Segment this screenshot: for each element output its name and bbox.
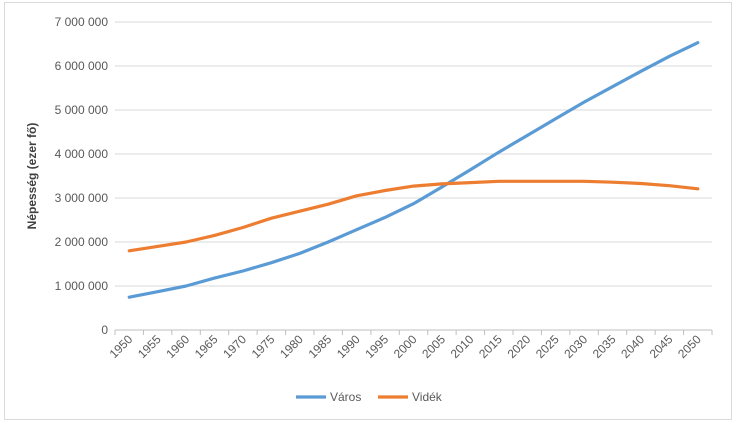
y-tick-label: 2 000 000 — [55, 235, 109, 249]
y-tick-label: 6 000 000 — [55, 59, 109, 73]
y-tick-label: 0 — [101, 323, 108, 337]
series-lines — [127, 41, 700, 299]
legend-label: Város — [330, 390, 361, 404]
x-tick-label: 1960 — [163, 332, 192, 361]
y-axis-ticks: 0 1 000 000 2 000 000 3 000 000 4 000 000 5 0… — [55, 15, 109, 337]
y-tick-label: 5 000 000 — [55, 103, 109, 117]
x-tick-label: 1980 — [277, 332, 306, 361]
series-line-varos — [127, 41, 700, 299]
legend-item: Város — [296, 390, 361, 404]
legend-item: Vidék — [378, 390, 443, 404]
legend-label: Vidék — [412, 390, 443, 404]
x-tick-label: 2020 — [505, 332, 534, 361]
x-tick-label: 2045 — [647, 332, 676, 361]
gridlines — [115, 21, 712, 331]
x-tick-label: 2035 — [590, 332, 619, 361]
x-tick-label: 1975 — [249, 332, 278, 361]
y-tick-label: 7 000 000 — [55, 15, 109, 29]
x-tick-label: 2025 — [533, 332, 562, 361]
x-tick-label: 1985 — [306, 332, 335, 361]
x-tick-label: 1950 — [107, 332, 136, 361]
x-tick-label: 1955 — [135, 332, 164, 361]
x-tick-label: 1965 — [192, 332, 221, 361]
y-tick-label: 4 000 000 — [55, 147, 109, 161]
x-axis-ticks: 1950 1955 1960 1965 1970 1975 1980 1985 1990 1995… — [107, 330, 713, 361]
x-tick-label: 2015 — [476, 332, 505, 361]
x-tick-label: 2030 — [561, 332, 590, 361]
legend: Város Vidék — [296, 390, 443, 404]
y-axis-title: Népesség (ezer fő) — [25, 123, 39, 230]
y-tick-label: 1 000 000 — [55, 279, 109, 293]
x-tick-label: 1970 — [220, 332, 249, 361]
x-tick-label: 2050 — [675, 332, 704, 361]
y-tick-label: 3 000 000 — [55, 191, 109, 205]
x-tick-label: 2000 — [391, 332, 420, 361]
x-tick-label: 1990 — [334, 332, 363, 361]
series-line-videk — [127, 179, 700, 253]
x-tick-label: 2010 — [448, 332, 477, 361]
x-tick-label: 2005 — [419, 332, 448, 361]
chart-frame — [4, 2, 732, 420]
x-tick-label: 1995 — [362, 332, 391, 361]
x-tick-label: 2040 — [618, 332, 647, 361]
